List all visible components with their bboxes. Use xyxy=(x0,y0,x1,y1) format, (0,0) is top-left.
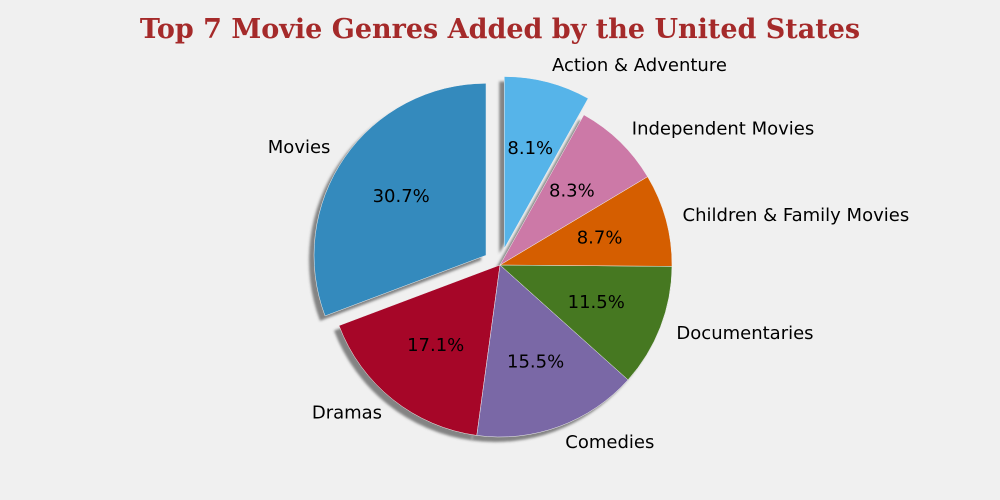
pct-label-children-and-family-movies: 8.7% xyxy=(577,227,623,248)
pct-label-action-and-adventure: 8.1% xyxy=(507,138,553,159)
pct-label-dramas: 17.1% xyxy=(407,335,464,356)
pct-label-independent-movies: 8.3% xyxy=(549,180,595,201)
pie-slice-comedies xyxy=(476,264,629,438)
pct-label-movies: 30.7% xyxy=(373,186,430,207)
pie-slice-movies xyxy=(313,83,487,317)
slice-label-dramas: Dramas xyxy=(312,402,382,423)
chart-title: Top 7 Movie Genres Added by the United S… xyxy=(139,14,861,45)
slice-label-documentaries: Documentaries xyxy=(676,323,813,344)
slice-label-independent-movies: Independent Movies xyxy=(632,119,814,140)
slice-label-movies: Movies xyxy=(268,137,331,158)
pie-slice-documentaries xyxy=(499,264,673,381)
pct-label-documentaries: 11.5% xyxy=(568,292,625,313)
pie-slice-independent-movies xyxy=(499,114,648,266)
pct-label-comedies: 15.5% xyxy=(507,351,564,372)
pie-slice-action-and-adventure xyxy=(504,76,589,250)
pie-slice-dramas xyxy=(338,264,501,436)
slice-label-children-and-family-movies: Children & Family Movies xyxy=(683,205,910,226)
slice-label-action-and-adventure: Action & Adventure xyxy=(552,55,727,76)
slice-label-comedies: Comedies xyxy=(565,432,654,453)
pie-slice-children-and-family-movies xyxy=(499,176,673,267)
